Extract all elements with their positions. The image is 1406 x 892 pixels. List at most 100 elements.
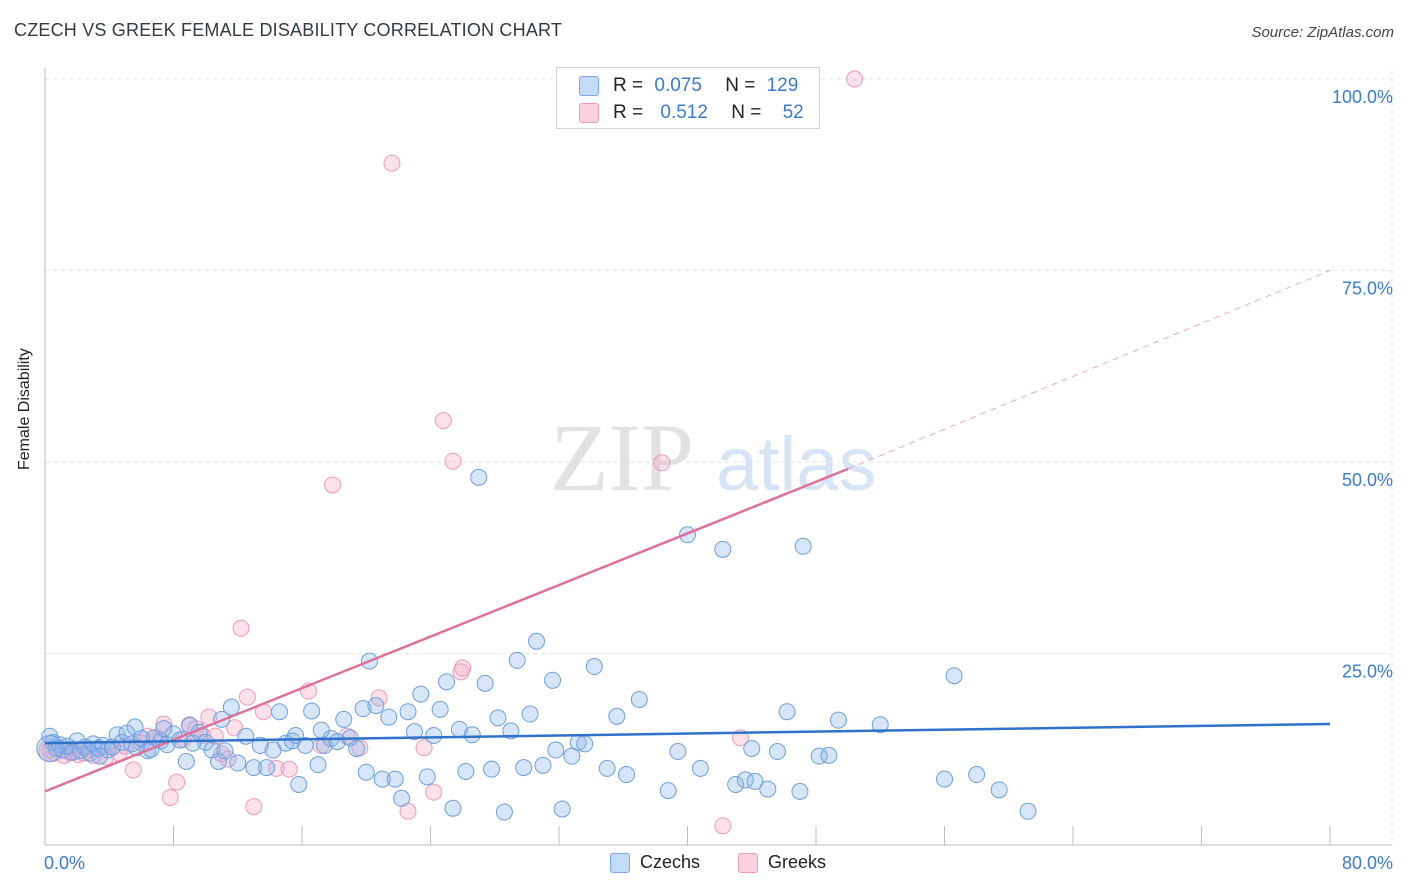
greeks-point	[434, 412, 452, 430]
czechs-point	[659, 782, 677, 800]
y-tick-label: 25.0%	[1342, 662, 1393, 682]
czechs-point	[393, 789, 411, 807]
czechs-point	[222, 698, 240, 716]
n-label: N =	[725, 75, 756, 96]
czechs-point	[768, 743, 786, 761]
greeks-point	[168, 773, 186, 791]
czechs-point	[309, 756, 327, 774]
czechs-point	[184, 734, 202, 752]
czechs-point	[431, 700, 449, 718]
czechs-point	[743, 739, 761, 757]
greeks-point	[383, 154, 401, 172]
czechs-point	[495, 803, 513, 821]
chart-title: CZECH VS GREEK FEMALE DISABILITY CORRELA…	[14, 20, 563, 40]
czechs-point	[209, 753, 227, 771]
czechs-point	[412, 685, 430, 703]
greeks-trend-extension	[847, 270, 1331, 470]
czechs-point	[36, 734, 64, 762]
czechs-point	[476, 674, 494, 692]
czechs-point	[585, 658, 603, 676]
legend-label-greeks: Greeks	[768, 852, 827, 872]
czechs-point	[547, 741, 565, 759]
greeks-point	[267, 759, 285, 777]
source-label: Source: ZipAtlas.com	[1251, 24, 1394, 41]
czechs-point	[483, 760, 501, 778]
czechs-point	[502, 722, 520, 740]
czechs-point	[258, 759, 276, 777]
watermark-atlas: atlas	[716, 422, 877, 507]
czechs-swatch	[610, 853, 630, 873]
n-value: 52	[782, 102, 804, 123]
czechs-point	[515, 759, 533, 777]
r-value: 0.075	[654, 75, 702, 96]
czechs-point	[177, 753, 195, 771]
czechs-point	[229, 754, 247, 772]
czechs-point	[544, 671, 562, 689]
greeks-point	[653, 454, 671, 472]
czechs-point	[335, 710, 353, 728]
trend-lines	[44, 270, 1331, 793]
czechs-point	[251, 736, 269, 754]
czechs-point	[418, 768, 436, 786]
czechs-point	[598, 759, 616, 777]
czechs-point	[528, 632, 546, 650]
correlation-legend: R = 0.075 N = 129 R = 0.512 N = 52	[556, 67, 820, 129]
czechs-point	[81, 744, 99, 762]
legend-label-czechs: Czechs	[640, 852, 701, 872]
czechs-point	[91, 747, 109, 765]
n-value: 129	[766, 75, 799, 96]
czechs-swatch	[579, 76, 599, 96]
czechs-point	[399, 703, 417, 721]
greeks-point	[124, 761, 142, 779]
czechs-point	[553, 800, 571, 818]
greeks-trend-line	[44, 467, 849, 793]
czechs-point	[283, 732, 301, 750]
greeks-point	[452, 663, 470, 681]
greeks-point	[444, 452, 462, 470]
czechs-point	[348, 739, 366, 757]
axes	[44, 68, 1392, 846]
x-tick-label: 80.0%	[1342, 853, 1393, 873]
y-tick-label: 50.0%	[1342, 470, 1393, 490]
greeks-point	[415, 739, 433, 757]
czechs-point	[444, 799, 462, 817]
czechs-point	[367, 697, 385, 715]
czechs-point	[563, 747, 581, 765]
y-tick-label: 100.0%	[1332, 87, 1393, 107]
czechs-point	[968, 766, 986, 784]
grid-lines	[45, 70, 1393, 845]
czechs-point	[290, 775, 308, 793]
czechs-point	[1019, 802, 1037, 820]
czechs-point	[245, 759, 263, 777]
czechs-point	[463, 726, 481, 744]
czechs-point	[287, 726, 305, 744]
r-value: 0.512	[660, 102, 708, 123]
greeks-point	[846, 70, 864, 88]
czechs-point	[405, 723, 423, 741]
greeks-point	[161, 789, 179, 807]
czechs-point	[778, 703, 796, 721]
czechs-point	[380, 708, 398, 726]
r-label: R =	[613, 102, 644, 123]
watermark: ZIP atlas	[550, 404, 877, 511]
czechs-point	[489, 709, 507, 727]
czechs-point	[936, 770, 953, 788]
czechs-point	[216, 742, 234, 760]
greeks-swatch	[738, 853, 758, 873]
czechs-point	[691, 759, 709, 777]
greeks-point	[324, 476, 342, 494]
czechs-point	[829, 711, 847, 729]
czechs-point	[354, 700, 372, 718]
czechs-point	[608, 707, 626, 725]
czechs-point	[871, 716, 889, 734]
czechs-point	[470, 468, 488, 486]
czechs-point	[303, 702, 321, 720]
czechs-point	[425, 726, 443, 744]
y-tick-label: 75.0%	[1342, 279, 1393, 299]
czechs-point	[820, 746, 838, 764]
czechs-point	[727, 775, 745, 793]
czechs-point	[759, 780, 777, 798]
czechs-point	[630, 690, 648, 708]
r-label: R =	[613, 75, 644, 96]
